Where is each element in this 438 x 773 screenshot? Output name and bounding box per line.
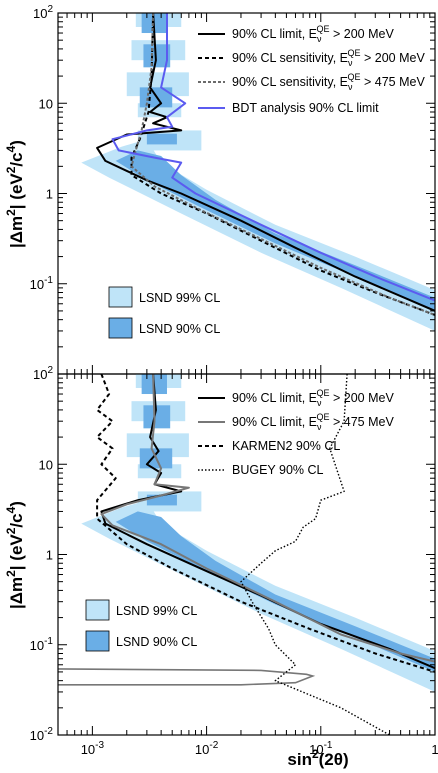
- series-line-2: [100, 374, 435, 663]
- x-tick-label: 10-1: [309, 740, 333, 757]
- legend-label-lsnd90: LSND 90% CL: [139, 322, 220, 336]
- y-tick-label: 10-1: [30, 275, 54, 292]
- bottom-panel: 10-2 10-1 1 10 102 90% CL limit, EνQE > 200 M…: [30, 365, 436, 743]
- legend-label-bugey: BUGEY 90% CL: [232, 463, 324, 477]
- x-tick-label: 1: [431, 742, 438, 757]
- legend-label-sensitivity-200: 90% CL sensitivity, EνQE > 200 MeV: [232, 48, 425, 68]
- x-tick-label: 10-3: [81, 740, 105, 757]
- y-tick-label: 1: [46, 187, 53, 202]
- legend-label-limit-200: 90% CL limit, EνQE > 200 MeV: [232, 24, 394, 44]
- y-axis-label: |Δm2| (eV2/c4): [4, 140, 26, 248]
- legend-swatch-box: [85, 599, 110, 621]
- y-tick-label: 102: [33, 4, 53, 21]
- legend: 90% CL limit, EνQE > 200 MeV 90% CL limit…: [85, 388, 394, 652]
- legend-swatch-box: [108, 286, 133, 308]
- legend-label-bdt: BDT analysis 90% CL limit: [232, 101, 379, 115]
- lsnd-90-band: [115, 511, 435, 672]
- legend-label-limit-475: 90% CL limit, EνQE > 475 MeV: [232, 412, 394, 432]
- lsnd-90-island: [143, 405, 171, 429]
- legend-label-lsnd90: LSND 90% CL: [116, 635, 197, 649]
- x-axis-label: sin2(2θ): [287, 747, 348, 769]
- plot-area: [58, 374, 435, 735]
- series-line-4: [240, 374, 390, 735]
- y-tick-label: 10: [39, 457, 53, 472]
- legend: 90% CL limit, EνQE > 200 MeV 90% CL sensi…: [108, 24, 425, 339]
- series-line-2: [130, 13, 435, 316]
- legend-label-lsnd99: LSND 99% CL: [139, 291, 220, 305]
- series-line-3: [96, 374, 435, 673]
- legend-label-lsnd99: LSND 99% CL: [116, 604, 197, 618]
- lsnd-90-island: [146, 133, 177, 145]
- y-tick-label: 1: [46, 548, 53, 563]
- series-line-4: [111, 13, 435, 302]
- y-tick-label: 10: [39, 96, 53, 111]
- legend-label-karmen: KARMEN2 90% CL: [232, 439, 340, 453]
- y-tick-label: 10-1: [30, 636, 54, 653]
- lsnd-90-island: [146, 494, 177, 506]
- lsnd-90-island: [143, 44, 171, 68]
- legend-label-limit-200: 90% CL limit, EνQE > 200 MeV: [232, 388, 394, 408]
- legend-label-sensitivity-475: 90% CL sensitivity, EνQE > 475 MeV: [232, 72, 425, 92]
- gray-limit-loop: [58, 668, 316, 686]
- axis-labels: 10-3 10-2 10-1 1 sin2(2θ) |Δm2| (eV2/c4) |Δm2|…: [4, 140, 438, 769]
- x-tick-label: 10-2: [195, 740, 219, 757]
- y-axis-label: |Δm2| (eV2/c4): [4, 501, 26, 609]
- y-tick-label: 102: [33, 365, 53, 382]
- y-tick-label: 10-2: [30, 726, 54, 743]
- legend-swatch-box: [108, 317, 133, 339]
- plot-area: [81, 13, 435, 331]
- series-line-1: [96, 13, 435, 312]
- legend-swatch-box: [85, 630, 110, 652]
- series-line-3: [130, 13, 435, 316]
- lsnd-90-band: [115, 150, 435, 311]
